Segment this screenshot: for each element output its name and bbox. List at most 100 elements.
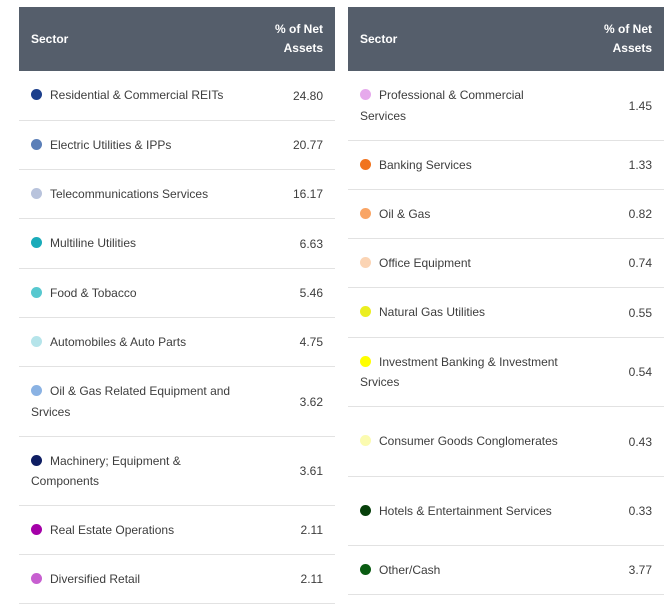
legend-dot-icon	[360, 355, 371, 367]
sector-cell: Natural Gas Utilities	[360, 302, 485, 323]
sector-cell: Oil & Gas Related Equipment and Srvices	[31, 381, 231, 422]
sector-label: Consumer Goods Conglomerates	[379, 434, 558, 449]
legend-dot-icon	[31, 286, 42, 298]
sector-cell: Banking Services	[360, 155, 472, 176]
pct-value: 1.45	[628, 98, 652, 113]
table-row: Automobiles & Auto Parts 4.75	[19, 318, 335, 367]
sector-label: Diversified Retail	[50, 571, 141, 586]
table-row: Telecommunications Services 16.17	[19, 170, 335, 219]
legend-dot-icon	[360, 563, 371, 575]
sector-cell: Office Equipment	[360, 253, 471, 274]
legend-dot-icon	[31, 335, 42, 347]
sector-cell: Investment Banking & Investment Srvices	[360, 352, 560, 393]
sector-label: Residential & Commercial REITs	[50, 88, 224, 103]
table-row: Investment Banking & Investment Srvices 0…	[348, 338, 664, 407]
sector-label: Telecommunications Services	[50, 186, 209, 201]
sector-cell: Multiline Utilities	[31, 233, 136, 254]
sector-label: Oil & Gas	[379, 206, 431, 221]
pct-net-assets-header: % of Net Assets	[604, 22, 652, 55]
pct-value: 24.80	[292, 88, 323, 103]
sector-table-right: Sector % of Net Assets Professional & Co…	[348, 7, 664, 595]
legend-dot-icon	[31, 523, 42, 535]
sector-cell: Oil & Gas	[360, 204, 430, 225]
sector-header: Sector	[31, 32, 69, 46]
pct-value: 0.55	[628, 305, 652, 320]
sector-label: Automobiles & Auto Parts	[50, 334, 187, 349]
legend-dot-icon	[360, 89, 371, 100]
sector-cell: Real Estate Operations	[31, 520, 174, 541]
table-row: Other/Cash 3.77	[348, 546, 664, 595]
table-row: Oil & Gas Related Equipment and Srvices 3…	[19, 367, 335, 437]
pct-value: 6.63	[299, 236, 323, 251]
pct-value: 3.62	[299, 394, 323, 409]
legend-dot-icon	[31, 454, 42, 466]
table-row: Hotels & Entertainment Services 0.33	[348, 477, 664, 546]
sector-cell: Other/Cash	[360, 560, 440, 581]
pct-value: 4.75	[299, 335, 323, 349]
sector-label: Electric Utilities & IPPs	[50, 137, 172, 152]
legend-dot-icon	[360, 435, 371, 447]
legend-dot-icon	[31, 572, 42, 584]
sector-label: Real Estate Operations	[50, 522, 175, 537]
sector-cell: Hotels & Entertainment Services	[360, 501, 552, 522]
legend-dot-icon	[31, 237, 42, 249]
sector-label: Hotels & Entertainment Services	[379, 503, 552, 518]
sector-label: Food & Tobacco	[50, 285, 137, 300]
sector-table-left: Sector % of Net Assets Residential & Com…	[19, 7, 335, 604]
table-row: Natural Gas Utilities 0.55	[348, 288, 664, 338]
legend-dot-icon	[31, 385, 42, 396]
table-row: Multiline Utilities 6.63	[19, 219, 335, 269]
pct-value: 2.11	[300, 572, 323, 586]
sector-label: Professional & Commercial Services	[360, 88, 524, 123]
sector-cell: Residential & Commercial REITs	[31, 85, 223, 106]
sector-label: Machinery; Equipment & Components	[31, 453, 181, 489]
sector-label: Investment Banking & Investment Srvices	[360, 354, 558, 390]
table-row: Consumer Goods Conglomerates 0.43	[348, 407, 664, 477]
pct-value: 3.61	[299, 464, 323, 478]
pct-value: 0.82	[628, 207, 652, 221]
legend-dot-icon	[360, 504, 371, 516]
table-row: Residential & Commercial REITs 24.80	[19, 71, 335, 121]
pct-value: 0.43	[628, 434, 652, 449]
sector-label: Other/Cash	[379, 562, 441, 577]
legend-dot-icon	[360, 306, 371, 318]
legend-dot-icon	[360, 256, 371, 268]
sector-cell: Machinery; Equipment & Components	[31, 451, 231, 492]
pct-value: 20.77	[292, 138, 323, 152]
sector-label: Multiline Utilities	[50, 236, 137, 251]
table-row: Food & Tobacco 5.46	[19, 269, 335, 318]
table-header: Sector % of Net Assets	[348, 7, 664, 71]
sector-label: Banking Services	[379, 157, 472, 172]
pct-value: 5.46	[299, 286, 323, 300]
sector-label: Office Equipment	[379, 255, 471, 270]
sector-label: Natural Gas Utilities	[379, 305, 486, 320]
table-header: Sector % of Net Assets	[19, 7, 335, 71]
sector-cell: Telecommunications Services	[31, 184, 208, 205]
table-row: Diversified Retail 2.11	[19, 555, 335, 604]
legend-dot-icon	[360, 158, 371, 170]
pct-value: 0.54	[628, 365, 652, 379]
legend-dot-icon	[31, 187, 42, 199]
table-row: Professional & Commercial Services 1.45	[348, 71, 664, 141]
sector-label: Oil & Gas Related Equipment and Srvices	[31, 384, 231, 419]
table-row: Office Equipment 0.74	[348, 239, 664, 288]
table-body: Residential & Commercial REITs 24.80 Elect…	[19, 71, 335, 604]
table-row: Oil & Gas 0.82	[348, 190, 664, 239]
table-row: Electric Utilities & IPPs 20.77	[19, 121, 335, 170]
sector-cell: Diversified Retail	[31, 569, 140, 590]
sector-cell: Consumer Goods Conglomerates	[360, 431, 558, 452]
sector-cell: Food & Tobacco	[31, 283, 137, 304]
pct-value: 2.11	[300, 523, 323, 537]
pct-value: 0.33	[628, 504, 652, 518]
pct-net-assets-header: % of Net Assets	[275, 22, 323, 55]
legend-dot-icon	[31, 138, 42, 150]
legend-dot-icon	[31, 89, 42, 101]
pct-value: 3.77	[628, 563, 652, 577]
legend-dot-icon	[360, 207, 371, 219]
sector-cell: Automobiles & Auto Parts	[31, 332, 186, 353]
pct-value: 1.33	[628, 158, 652, 172]
sector-header: Sector	[360, 32, 398, 46]
table-row: Banking Services 1.33	[348, 141, 664, 190]
table-row: Real Estate Operations 2.11	[19, 506, 335, 555]
table-row: Machinery; Equipment & Components 3.61	[19, 437, 335, 506]
